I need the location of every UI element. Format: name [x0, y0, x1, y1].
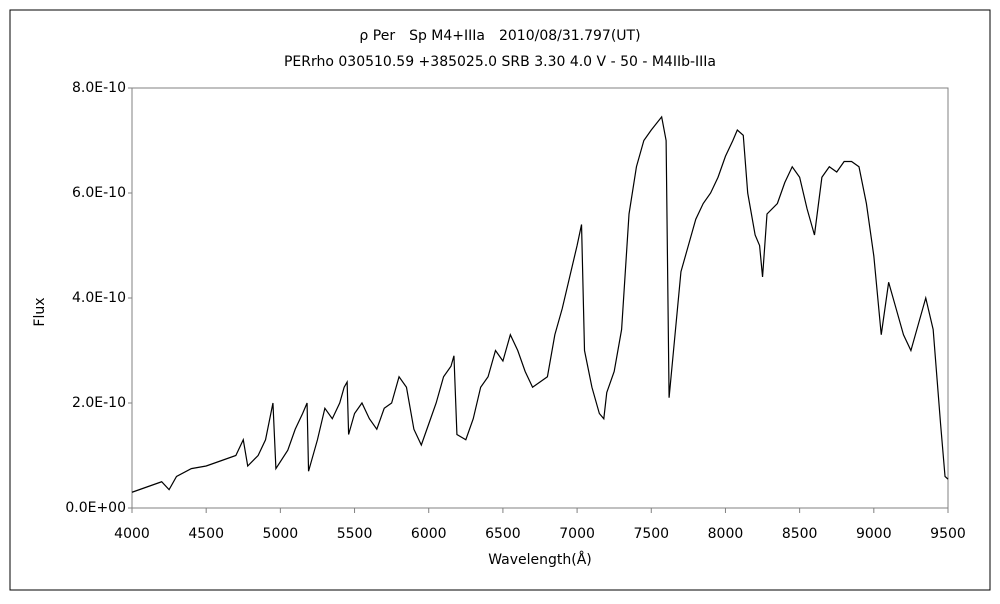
- x-tick-label: 9500: [930, 526, 966, 542]
- x-tick-label: 6500: [485, 526, 521, 542]
- spectrum-line: [131, 115, 949, 493]
- chart-subtitle: PERrho 030510.59 +385025.0 SRB 3.30 4.0 …: [284, 54, 716, 70]
- x-axis-label: Wavelength(Å): [488, 551, 592, 568]
- x-tick-label: 7000: [559, 526, 595, 542]
- x-tick-label: 4500: [188, 526, 224, 542]
- x-tick-label: 6000: [411, 526, 447, 542]
- y-tick-label: 2.0E-10: [72, 395, 126, 411]
- y-tick-label: 8.0E-10: [72, 80, 126, 96]
- y-tick-label: 4.0E-10: [72, 290, 126, 306]
- y-axis-label: Flux: [32, 297, 48, 326]
- y-tick-label: 6.0E-10: [72, 185, 126, 201]
- x-tick-label: 5000: [263, 526, 299, 542]
- x-tick-label: 7500: [633, 526, 669, 542]
- plot-area: [131, 87, 949, 509]
- chart-title: ρ Per Sp M4+IIIa 2010/08/31.797(UT): [359, 28, 640, 44]
- x-tick-label: 9000: [856, 526, 892, 542]
- x-tick-label: 4000: [114, 526, 150, 542]
- x-tick-label: 8500: [782, 526, 818, 542]
- x-tick-label: 5500: [337, 526, 373, 542]
- x-tick-label: 8000: [708, 526, 744, 542]
- y-tick-label: 0.0E+00: [65, 500, 126, 516]
